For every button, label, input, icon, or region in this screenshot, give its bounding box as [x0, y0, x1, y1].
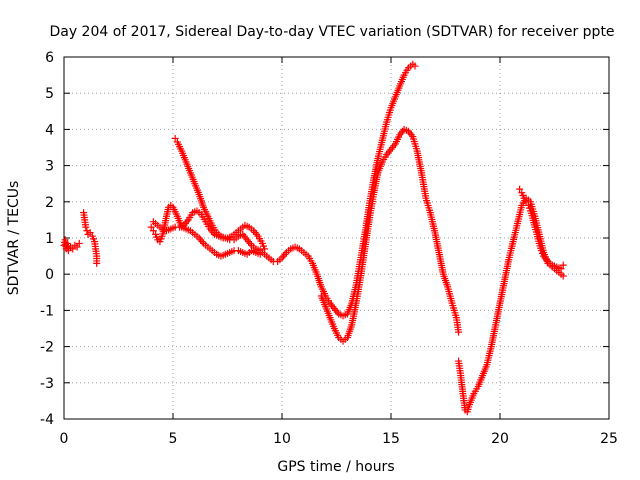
- data-point: [86, 229, 94, 237]
- grid: [64, 57, 609, 419]
- data-point: [171, 134, 179, 142]
- y-tick-label: -4: [40, 412, 54, 428]
- data-point: [83, 227, 91, 235]
- data-point: [559, 261, 567, 269]
- y-tick-label: -1: [40, 303, 54, 319]
- x-tick-label: 10: [273, 431, 291, 447]
- data-point: [557, 265, 565, 273]
- x-tick-label: 0: [60, 431, 69, 447]
- chart-title: Day 204 of 2017, Sidereal Day-to-day VTE…: [49, 24, 614, 40]
- data-points: [60, 60, 567, 416]
- data-point: [522, 198, 530, 206]
- data-point: [516, 185, 524, 193]
- y-tick-label: 3: [45, 159, 54, 175]
- x-axis-label: GPS time / hours: [277, 459, 394, 475]
- y-tick-labels: -4 -3 -2 -1 0 1 2 3 4 5 6: [40, 50, 54, 428]
- axis-ticks: [63, 56, 610, 420]
- data-point: [520, 194, 528, 202]
- data-point: [559, 272, 567, 280]
- data-point: [69, 245, 77, 253]
- data-point: [411, 62, 419, 70]
- data-point: [149, 227, 157, 235]
- data-point: [64, 247, 72, 255]
- y-tick-label: 6: [45, 50, 54, 66]
- data-point: [75, 239, 83, 247]
- data-point: [73, 243, 81, 251]
- y-tick-label: 0: [45, 267, 54, 283]
- data-point: [147, 223, 155, 231]
- data-point: [93, 259, 101, 267]
- y-tick-label: 2: [45, 195, 54, 211]
- x-tick-label: 20: [491, 431, 509, 447]
- x-tick-label: 15: [382, 431, 400, 447]
- y-tick-label: 1: [45, 231, 54, 247]
- y-tick-label: -3: [40, 376, 54, 392]
- y-tick-label: -2: [40, 340, 54, 356]
- data-point: [455, 328, 463, 336]
- y-tick-label: 4: [45, 122, 54, 138]
- x-tick-label: 25: [600, 431, 618, 447]
- x-tick-labels: 0 5 10 15 20 25: [60, 431, 618, 447]
- x-tick-label: 5: [169, 431, 178, 447]
- data-point: [82, 223, 90, 231]
- y-axis-label: SDTVAR / TECUs: [6, 181, 22, 296]
- y-tick-label: 5: [45, 86, 54, 102]
